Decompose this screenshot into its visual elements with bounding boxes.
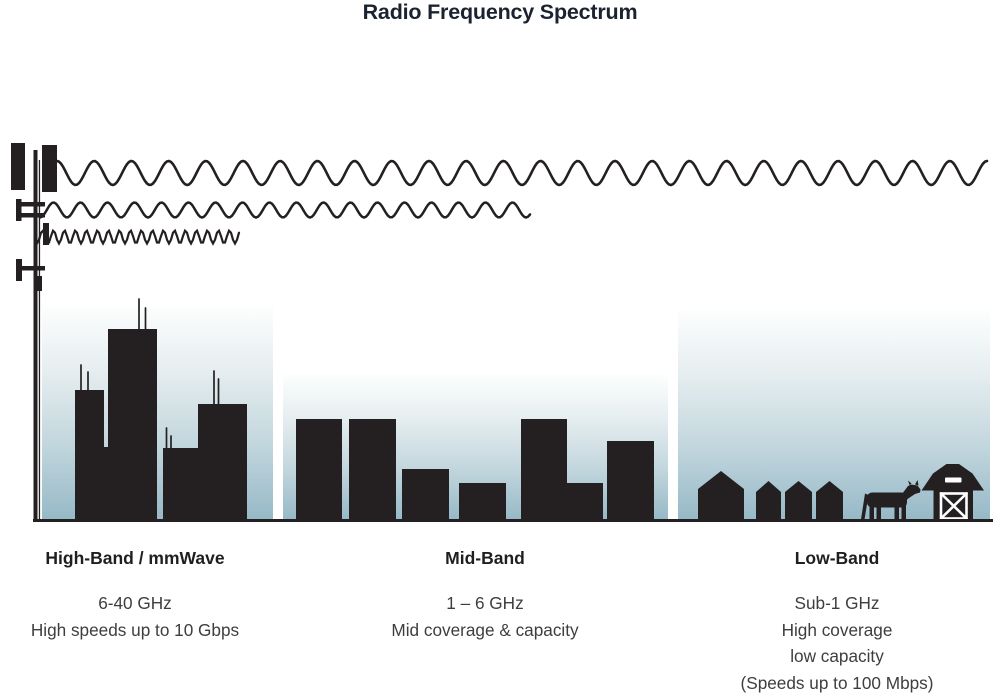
low-band-heading: Low-Band [794,548,880,568]
low-band-wave-long-wavelength [55,159,989,187]
tower-mast [33,150,38,520]
tower-crossarm [18,213,45,218]
low-band-label-block: Low-Band Sub-1 GHz High coverage low cap… [707,548,967,696]
high-band-label-block: High-Band / mmWave 6-40 GHz High speeds … [15,548,255,643]
low-band-frequency: Sub-1 GHz [794,593,880,613]
barn-door-cross [939,492,968,520]
mid-rise-building [607,441,654,520]
mid-rise-building [567,483,603,520]
page-title: Radio Frequency Spectrum [362,0,638,24]
mid-band-description: Mid coverage & capacity [391,619,579,640]
mid-band-wave-medium-wavelength [38,201,532,219]
barn-door-frame [939,492,968,520]
tower-mast-line [38,160,41,520]
cow-leg [869,505,874,520]
cow-horn [908,480,912,485]
tower-stub-antenna [37,276,42,291]
cow-body [867,492,907,508]
skyscraper [75,390,104,520]
rural-house [756,481,781,520]
tower-panel-antenna [11,143,25,190]
rural-house [816,481,843,520]
barn-roof [921,464,984,491]
low-band-capacity: low capacity [790,646,884,667]
rural-house [698,471,744,520]
high-band-heading: High-Band / mmWave [45,548,225,568]
tower-panel-antenna [42,145,57,192]
skyscraper [198,404,247,520]
mid-rise-building [521,419,567,520]
cow-head [899,484,921,502]
tower-crossarm [18,266,45,271]
mid-rise-building [349,419,396,520]
cow-leg [894,505,899,520]
high-band-description: High speeds up to 10 Gbps [30,619,240,640]
rural-house [785,481,812,520]
mid-band-frequency: 1 – 6 GHz [446,593,524,613]
cow-leg [876,505,881,520]
high-band-frequency: 6-40 GHz [98,593,172,613]
cow-horn [915,480,919,486]
barn-vent [945,477,962,483]
tower-stub-antenna [43,223,49,245]
low-band-speed: (Speeds up to 100 Mbps) [740,672,934,693]
mid-rise-building [402,469,449,520]
high-band-wave-short-wavelength [35,228,241,246]
tower-side-antenna [16,259,22,281]
cow-leg [901,505,906,520]
low-band-coverage: High coverage [781,619,893,640]
skyscraper [163,448,198,520]
tower-side-antenna [16,199,22,221]
mid-rise-building [459,483,506,520]
mid-rise-building [296,419,342,520]
cow-tail [861,493,869,520]
mid-band-label-block: Mid-Band 1 – 6 GHz Mid coverage & capaci… [365,548,605,643]
spectrum-illustration [11,143,993,522]
tower-crossarm [18,202,45,207]
skyscraper [108,329,157,520]
mid-band-heading: Mid-Band [445,548,525,568]
skyscraper [103,447,110,520]
ground-line [33,519,993,522]
